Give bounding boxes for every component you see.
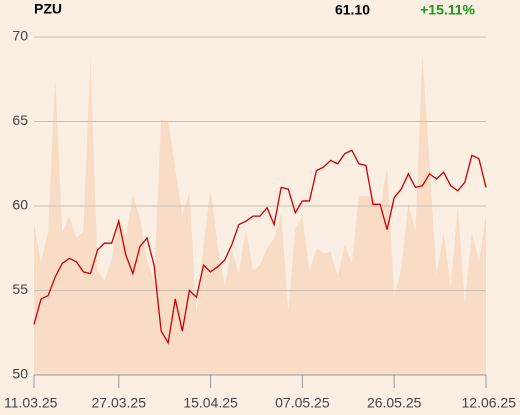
change: +15.11% (420, 2, 475, 18)
x-tick-label: 15.04.25 (183, 395, 238, 411)
x-tick-label: 12.06.25 (462, 395, 517, 411)
area (34, 55, 486, 376)
chart-title: PZU (34, 1, 62, 17)
y-tick-label: 65 (12, 112, 28, 128)
x-tick-label: 26.05.25 (367, 395, 422, 411)
y-tick-label: 50 (12, 366, 28, 382)
x-tick-label: 11.03.25 (4, 395, 58, 411)
y-tick-label: 60 (12, 197, 28, 213)
x-tick-label: 07.05.25 (275, 395, 330, 411)
y-tick-label: 70 (12, 28, 28, 44)
last-value: 61.10 (335, 2, 370, 18)
y-tick-label: 55 (12, 281, 28, 297)
line (33, 149, 487, 345)
x-tick-label: 27.03.25 (92, 395, 147, 411)
